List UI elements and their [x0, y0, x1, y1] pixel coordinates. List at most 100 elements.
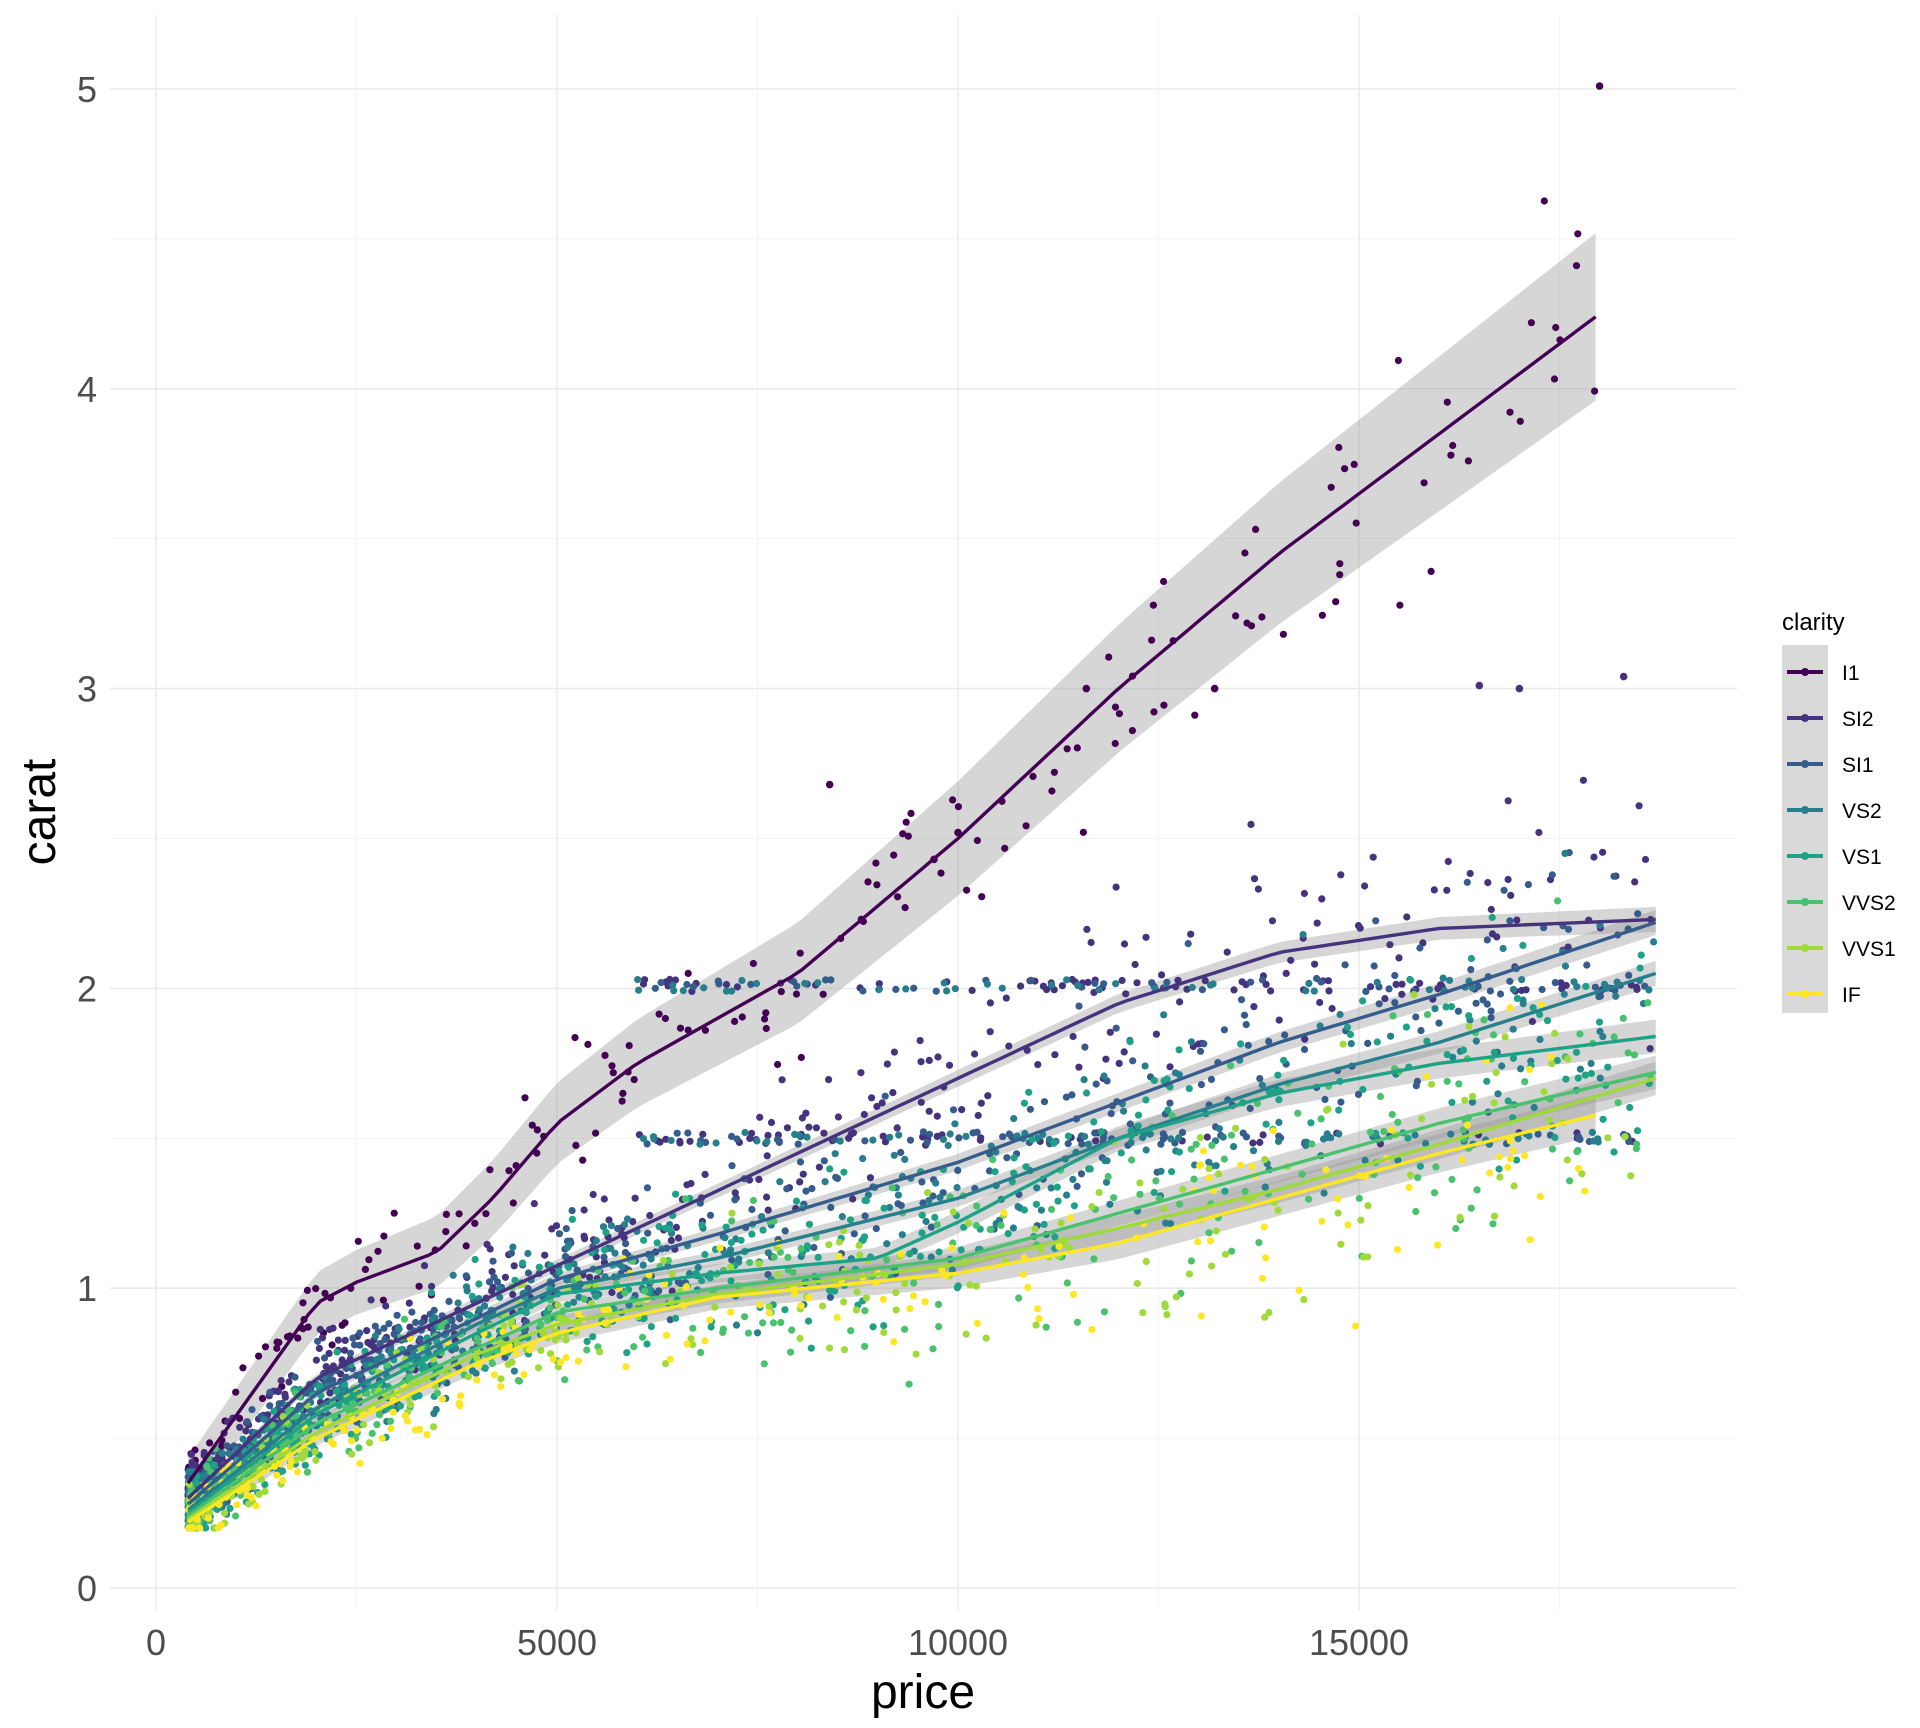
point-vvs1 — [1057, 1219, 1065, 1227]
point-vs2 — [943, 987, 951, 995]
point-vs1 — [1040, 1220, 1048, 1228]
point-if — [217, 1521, 225, 1529]
point-si1 — [1483, 936, 1491, 944]
point-vs1 — [333, 1387, 341, 1395]
point-vs1 — [1448, 1098, 1456, 1106]
point-si2 — [1267, 987, 1275, 995]
point-vvs1 — [1261, 1155, 1269, 1164]
point-if — [1019, 1270, 1027, 1278]
point-if — [973, 1319, 982, 1327]
point-si2 — [277, 1377, 285, 1385]
point-if — [1055, 1242, 1063, 1250]
point-vs1 — [826, 1286, 834, 1294]
point-i1 — [761, 1015, 769, 1023]
point-vvs2 — [744, 1329, 753, 1337]
legend-label-vvs2: VVS2 — [1842, 892, 1896, 915]
point-vvs2 — [1376, 1092, 1385, 1101]
point-vs2 — [1394, 1156, 1402, 1164]
point-vvs2 — [789, 1268, 797, 1276]
point-vvs2 — [1128, 1156, 1136, 1164]
point-vs2 — [962, 1132, 970, 1140]
point-vs1 — [270, 1407, 278, 1415]
point-vvs1 — [1496, 1173, 1504, 1181]
point-si1 — [507, 1249, 515, 1257]
point-vs2 — [452, 1344, 460, 1352]
point-si1 — [1163, 978, 1171, 986]
point-vvs1 — [1139, 1309, 1147, 1317]
point-si1 — [371, 1322, 379, 1330]
point-vs1 — [1070, 1202, 1078, 1210]
point-vs1 — [1346, 1030, 1355, 1039]
point-vs2 — [1561, 962, 1570, 970]
point-vs1 — [1604, 1063, 1612, 1071]
point-vvs1 — [853, 1288, 861, 1296]
point-vvs1 — [711, 1303, 719, 1311]
point-si1 — [927, 1223, 936, 1231]
point-vvs1 — [1196, 1134, 1204, 1142]
point-si2 — [767, 1118, 776, 1127]
point-i1 — [797, 1053, 805, 1062]
point-vs1 — [1010, 1154, 1018, 1162]
point-vs1 — [1020, 1099, 1028, 1107]
point-si2 — [1282, 969, 1290, 978]
point-vs2 — [1063, 976, 1071, 984]
point-if — [204, 1514, 213, 1522]
point-i1 — [619, 1089, 627, 1097]
point-i1 — [661, 1014, 670, 1023]
point-vvs2 — [664, 1256, 673, 1264]
point-vs2 — [901, 1155, 909, 1163]
point-i1 — [973, 836, 982, 845]
point-i1 — [937, 869, 945, 877]
point-vs2 — [1431, 1005, 1439, 1013]
point-vvs1 — [765, 1303, 773, 1311]
point-vs1 — [655, 1223, 663, 1231]
point-si1 — [1003, 1154, 1011, 1162]
point-vvs2 — [933, 1221, 941, 1229]
point-i1 — [232, 1388, 240, 1396]
point-vvs2 — [1048, 1205, 1056, 1213]
point-vs2 — [927, 1253, 935, 1261]
point-si1 — [1486, 987, 1494, 995]
point-si2 — [977, 1099, 985, 1107]
point-si1 — [832, 1173, 840, 1181]
point-if — [797, 1302, 805, 1310]
point-vvs1 — [551, 1336, 559, 1344]
point-si1 — [894, 1200, 902, 1208]
point-if — [356, 1459, 364, 1467]
point-vvs1 — [1545, 1116, 1553, 1124]
point-vs1 — [1626, 1103, 1634, 1112]
point-if — [683, 1340, 691, 1348]
point-vs2 — [431, 1314, 439, 1322]
point-vvs1 — [1179, 1185, 1187, 1193]
point-si2 — [860, 1110, 868, 1119]
point-vvs1 — [880, 1328, 888, 1337]
point-si2 — [1112, 883, 1120, 891]
point-si2 — [1106, 1028, 1114, 1036]
point-si1 — [1463, 878, 1471, 886]
point-si2 — [1398, 980, 1406, 988]
point-vs1 — [1126, 1038, 1134, 1046]
point-vs2 — [1425, 986, 1433, 994]
scatter-points — [184, 82, 1658, 1532]
point-vs2 — [1347, 1040, 1355, 1048]
point-vvs1 — [1465, 1022, 1473, 1031]
point-si2 — [756, 1113, 764, 1121]
point-si1 — [1178, 1128, 1187, 1136]
point-vvs2 — [1227, 1062, 1235, 1070]
point-vs2 — [721, 1234, 729, 1242]
point-si2 — [868, 1094, 876, 1102]
point-i1 — [1111, 703, 1120, 711]
point-if — [890, 1338, 898, 1346]
point-si1 — [728, 1132, 736, 1140]
point-si2 — [1249, 1139, 1257, 1147]
point-si2 — [1174, 976, 1182, 984]
point-si1 — [1564, 925, 1573, 933]
point-vvs1 — [1510, 1182, 1518, 1190]
point-vs2 — [1499, 944, 1507, 953]
point-i1 — [258, 1394, 267, 1403]
point-si1 — [1538, 985, 1546, 994]
smooth-line-i1 — [186, 315, 1597, 1485]
point-si2 — [1259, 1131, 1267, 1139]
point-si2 — [338, 1356, 346, 1364]
point-vs1 — [1373, 1038, 1381, 1046]
